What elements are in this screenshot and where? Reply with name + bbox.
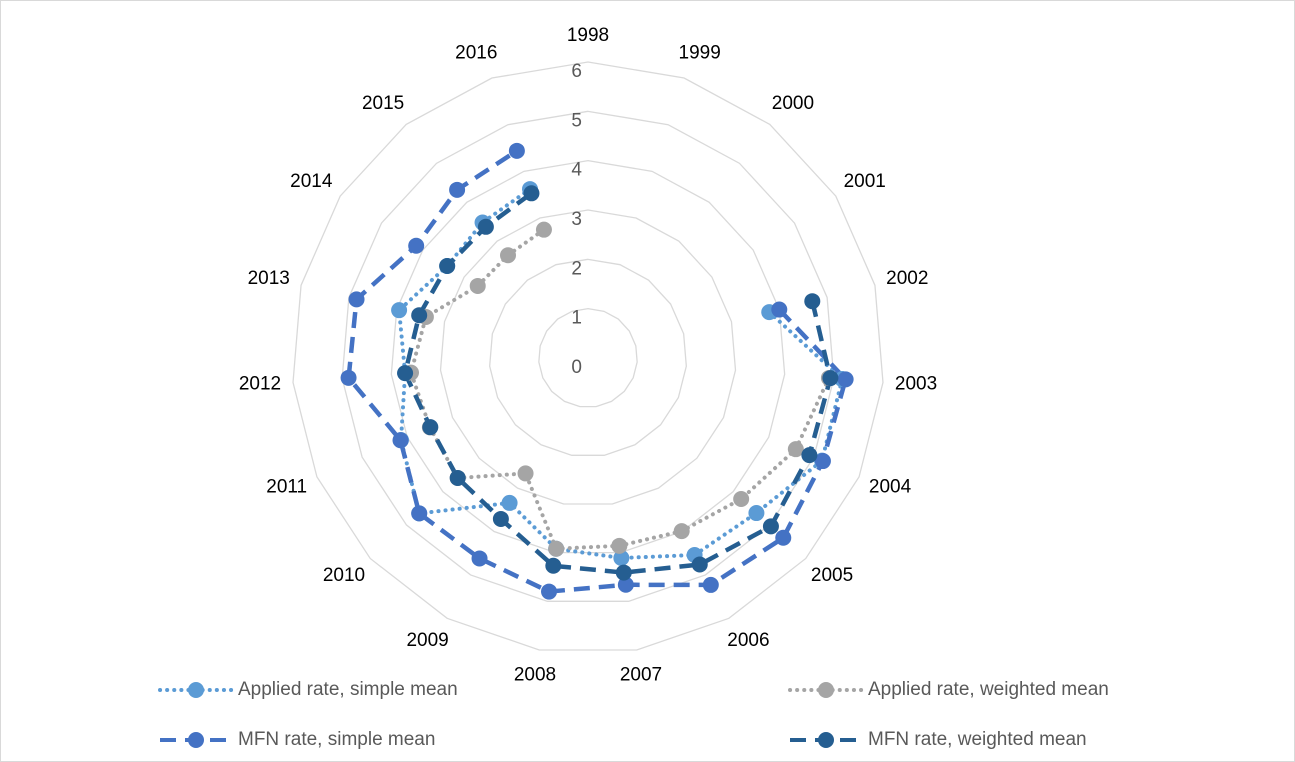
data-point: [837, 371, 854, 388]
category-label: 2013: [248, 268, 290, 289]
data-point: [673, 523, 690, 540]
data-point: [340, 369, 357, 386]
r-tick-label: 2: [571, 258, 582, 279]
data-point: [804, 293, 821, 310]
legend-marker: [818, 682, 834, 698]
legend-marker: [818, 732, 834, 748]
legend-label: Applied rate, simple mean: [238, 679, 458, 700]
category-label: 2001: [844, 171, 886, 192]
data-point: [822, 370, 839, 387]
data-point: [615, 564, 632, 581]
category-label: 2011: [266, 476, 307, 497]
data-point: [469, 277, 486, 294]
data-point: [775, 529, 792, 546]
legend-marker: [188, 732, 204, 748]
data-point: [617, 576, 634, 593]
data-point: [691, 556, 708, 573]
r-tick-label: 5: [571, 110, 582, 131]
data-point: [801, 447, 818, 464]
data-point: [492, 510, 509, 527]
category-label: 2009: [406, 630, 448, 651]
r-tick-label: 4: [571, 160, 582, 181]
category-label: 2014: [290, 171, 333, 192]
data-point: [397, 365, 414, 382]
data-point: [545, 557, 562, 574]
grid-ring: [489, 258, 687, 456]
r-tick-label: 6: [571, 61, 582, 82]
category-label: 2012: [239, 374, 281, 395]
category-label: 2008: [514, 665, 556, 686]
category-label: 2002: [886, 268, 928, 289]
legend-label: MFN rate, simple mean: [238, 729, 435, 750]
legend-marker: [188, 682, 204, 698]
grid-ring: [439, 209, 737, 505]
data-point: [392, 432, 409, 449]
category-label: 2015: [362, 93, 404, 114]
data-point: [762, 518, 779, 535]
grid-ring: [538, 308, 638, 408]
data-point: [611, 537, 628, 554]
data-point: [535, 221, 552, 238]
data-point: [787, 441, 804, 458]
category-label: 2005: [811, 565, 853, 586]
data-point: [439, 257, 456, 274]
series-line: [346, 148, 849, 594]
data-point: [541, 583, 558, 600]
data-point: [449, 469, 466, 486]
grid-ring: [292, 61, 884, 651]
data-point: [748, 505, 765, 522]
data-point: [477, 218, 494, 235]
data-point: [523, 185, 540, 202]
data-point: [391, 302, 408, 319]
data-point: [814, 453, 831, 470]
category-label: 2007: [620, 665, 662, 686]
category-label: 2006: [727, 630, 769, 651]
legend-label: MFN rate, weighted mean: [868, 729, 1087, 750]
category-label: 2003: [895, 374, 937, 395]
data-point: [771, 301, 788, 318]
r-tick-label: 1: [571, 308, 582, 329]
legend-label: Applied rate, weighted mean: [868, 679, 1109, 700]
data-point: [471, 550, 488, 567]
category-label: 2000: [772, 93, 814, 114]
data-point: [733, 491, 750, 508]
data-point: [422, 419, 439, 436]
data-point: [408, 237, 425, 254]
data-point: [500, 247, 517, 264]
r-tick-label: 3: [571, 209, 582, 230]
data-point: [501, 494, 518, 511]
data-point: [517, 465, 534, 482]
data-point: [508, 142, 525, 159]
r-tick-label: 0: [571, 357, 582, 378]
category-label: 2004: [869, 476, 912, 497]
data-point: [702, 576, 719, 593]
category-label: 2016: [455, 42, 497, 63]
grid-ring: [341, 110, 835, 602]
data-point: [348, 291, 365, 308]
category-label: 1998: [567, 25, 609, 46]
category-label: 1999: [679, 42, 721, 63]
series-line: [408, 227, 831, 551]
category-label: 2010: [323, 565, 365, 586]
data-point: [449, 181, 466, 198]
data-point: [411, 505, 428, 522]
data-point: [613, 549, 630, 566]
data-point: [411, 307, 428, 324]
data-point: [548, 540, 565, 557]
